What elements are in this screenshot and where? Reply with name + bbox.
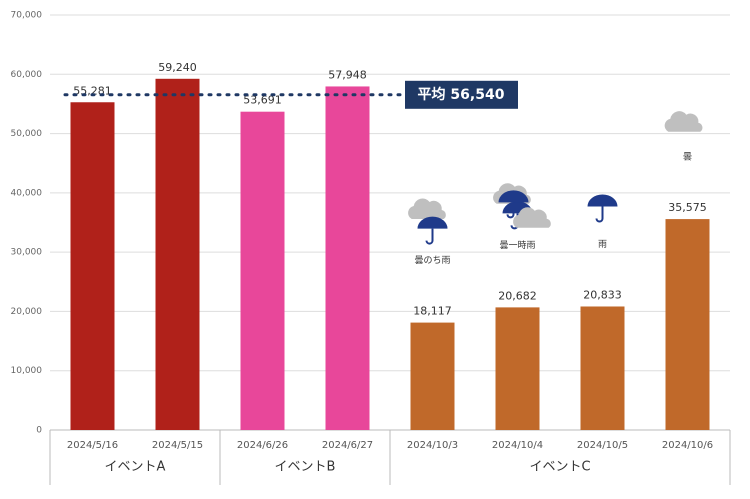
umbrella-icon — [587, 194, 618, 207]
bar — [580, 306, 625, 430]
data-label: 57,948 — [328, 68, 367, 81]
x-tick-label: 2024/5/16 — [67, 440, 118, 451]
bar — [665, 219, 710, 430]
group-label: イベントC — [529, 460, 590, 475]
group-label: イベントB — [275, 460, 336, 475]
y-tick-label: 10,000 — [11, 366, 43, 376]
weather-label: 雨 — [598, 239, 607, 250]
bar — [240, 111, 285, 430]
x-tick-label: 2024/6/27 — [322, 440, 373, 451]
x-tick-label: 2024/5/15 — [152, 440, 203, 451]
cloud-icon — [408, 198, 446, 219]
data-label: 18,117 — [413, 305, 452, 318]
umbrella-handle — [506, 202, 515, 219]
umbrella-handle — [425, 228, 434, 245]
umbrella-icon — [498, 190, 529, 203]
data-label: 59,240 — [158, 61, 197, 74]
bar — [325, 86, 370, 430]
x-tick-label: 2024/10/3 — [407, 440, 458, 451]
data-label: 53,691 — [243, 94, 282, 107]
umbrella-handle — [595, 206, 604, 223]
average-box — [405, 80, 518, 109]
data-label: 20,833 — [583, 288, 622, 301]
cloud-icon — [664, 111, 703, 132]
x-tick-label: 2024/10/6 — [662, 440, 713, 451]
bar — [410, 322, 455, 430]
umbrella-icon — [417, 216, 448, 229]
bar — [70, 102, 115, 431]
y-tick-label: 70,000 — [11, 11, 43, 21]
y-tick-label: 0 — [36, 426, 42, 436]
y-tick-label: 30,000 — [11, 248, 43, 258]
y-tick-label: 60,000 — [11, 70, 43, 80]
x-tick-label: 2024/10/5 — [577, 440, 628, 451]
bar — [495, 307, 540, 430]
x-tick-label: 2024/6/26 — [237, 440, 288, 451]
average-label: 平均 56,540 — [418, 86, 505, 103]
weather-label: 曇一時雨 — [499, 240, 535, 251]
weather-label: 曇 — [683, 152, 692, 163]
weather-label: 曇のち雨 — [414, 255, 450, 266]
y-tick-label: 40,000 — [11, 188, 43, 198]
y-tick-label: 50,000 — [11, 129, 43, 139]
data-label: 35,575 — [668, 201, 707, 214]
cloud-icon — [513, 207, 551, 228]
group-label: イベントA — [105, 460, 166, 475]
bar — [155, 78, 200, 430]
y-tick-label: 20,000 — [11, 307, 43, 317]
x-tick-label: 2024/10/4 — [492, 440, 543, 451]
data-label: 20,682 — [498, 289, 537, 302]
